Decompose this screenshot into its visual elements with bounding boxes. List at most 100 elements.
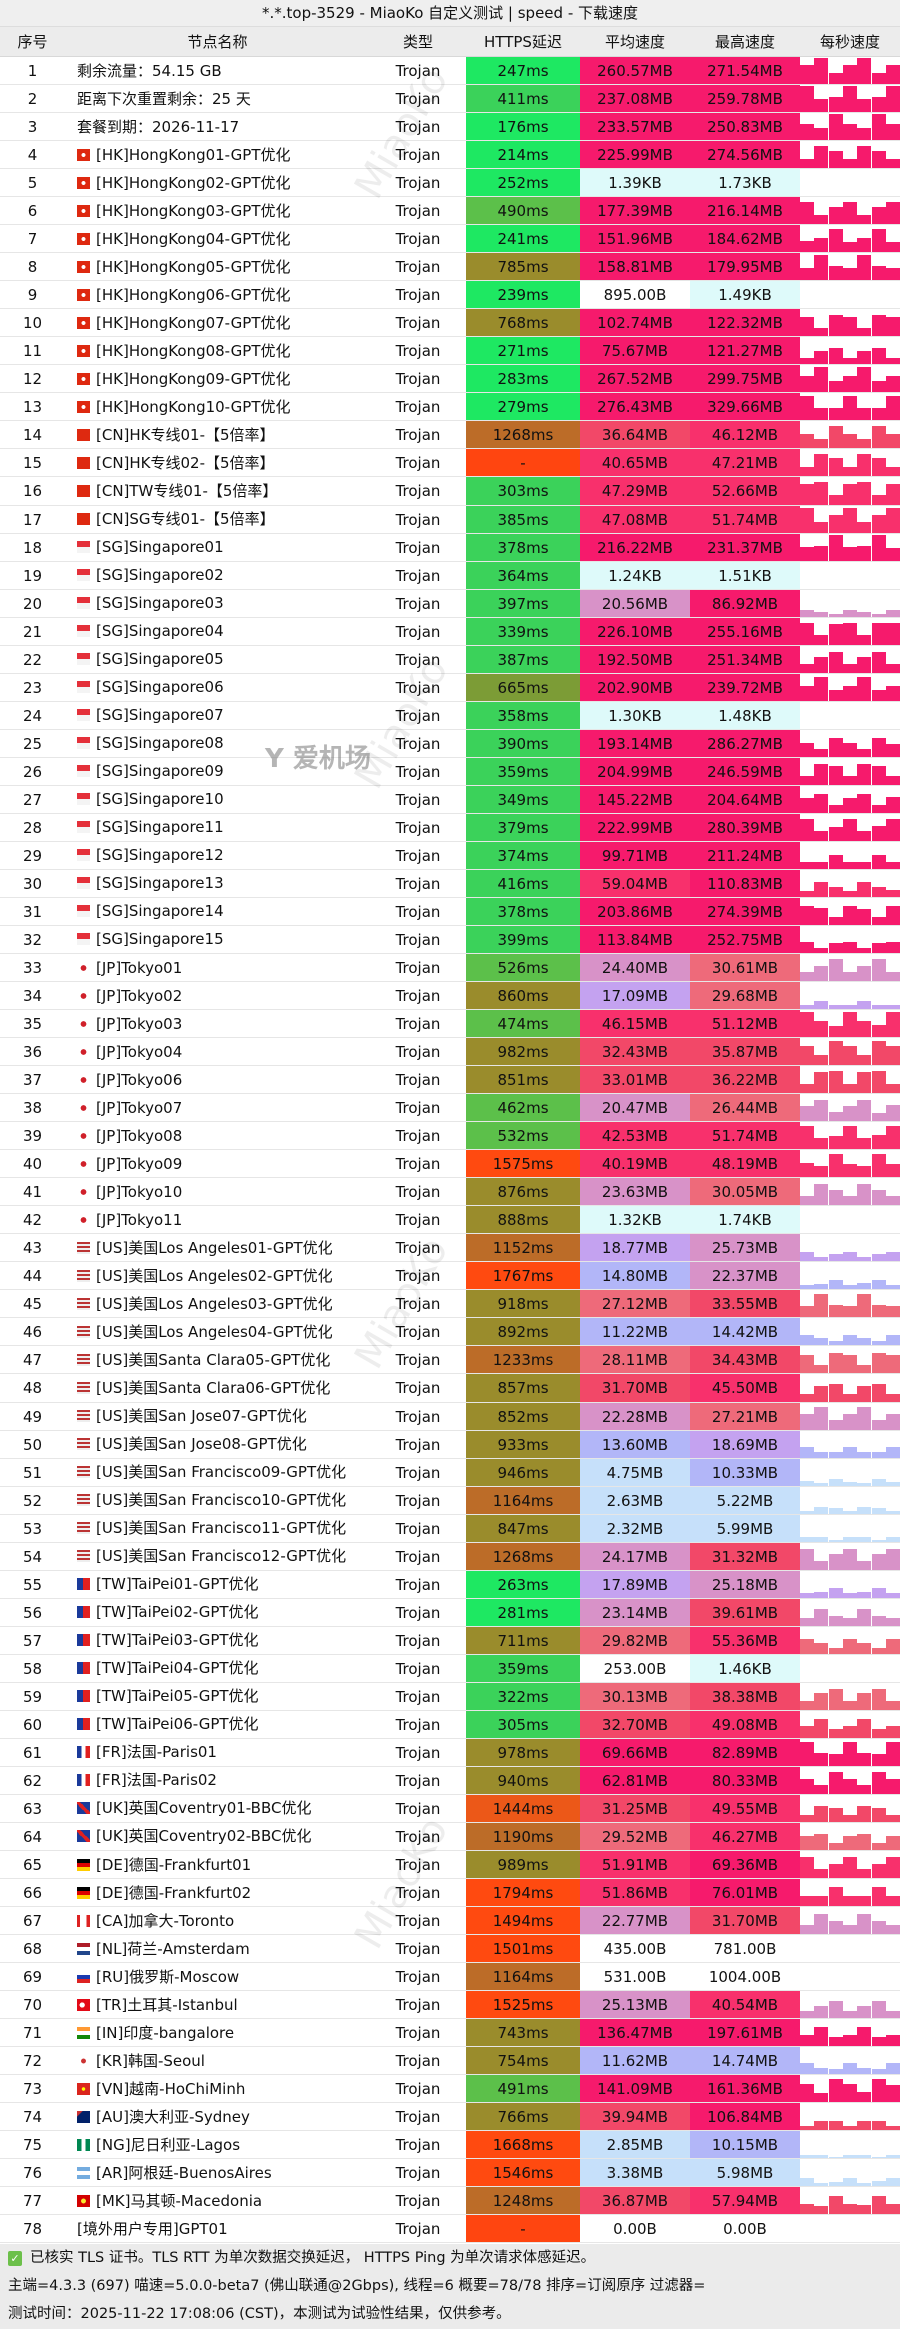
table-row[interactable]: 68 [NL]荷兰-Amsterdam Trojan 1501ms 435.00…	[0, 1935, 900, 1964]
table-row[interactable]: 19 [SG]Singapore02 Trojan 364ms 1.24KB 1…	[0, 561, 900, 590]
table-row[interactable]: 15 [CN]HK专线02-【5倍率】 Trojan - 40.65MB 47.…	[0, 449, 900, 478]
table-row[interactable]: 37 [JP]Tokyo06 Trojan 851ms 33.01MB 36.2…	[0, 1066, 900, 1095]
table-row[interactable]: 8 [HK]HongKong05-GPT优化 Trojan 785ms 158.…	[0, 253, 900, 282]
table-row[interactable]: 50 [US]美国San Jose08-GPT优化 Trojan 933ms 1…	[0, 1430, 900, 1459]
column-header-type[interactable]: 类型	[402, 33, 433, 51]
table-row[interactable]: 41 [JP]Tokyo10 Trojan 876ms 23.63MB 30.0…	[0, 1178, 900, 1207]
table-row[interactable]: 57 [TW]TaiPei03-GPT优化 Trojan 711ms 29.82…	[0, 1626, 900, 1655]
sparkline-bar	[828, 228, 843, 253]
table-row[interactable]: 65 [DE]德国-Frankfurt01 Trojan 989ms 51.91…	[0, 1851, 900, 1880]
table-row[interactable]: 75 [NG]尼日利亚-Lagos Trojan 1668ms 2.85MB 1…	[0, 2131, 900, 2160]
table-row[interactable]: 21 [SG]Singapore04 Trojan 339ms 226.10MB…	[0, 617, 900, 646]
table-row[interactable]: 10 [HK]HongKong07-GPT优化 Trojan 768ms 102…	[0, 309, 900, 338]
table-row[interactable]: 73 [VN]越南-HoChiMinh Trojan 491ms 141.09M…	[0, 2075, 900, 2104]
table-row[interactable]: 72 [KR]韩国-Seoul Trojan 754ms 11.62MB 14.…	[0, 2047, 900, 2076]
table-row[interactable]: 60 [TW]TaiPei06-GPT优化 Trojan 305ms 32.70…	[0, 1710, 900, 1739]
table-row[interactable]: 44 [US]美国Los Angeles02-GPT优化 Trojan 1767…	[0, 1262, 900, 1291]
table-row[interactable]: 47 [US]美国Santa Clara05-GPT优化 Trojan 1233…	[0, 1346, 900, 1375]
table-row[interactable]: 28 [SG]Singapore11 Trojan 379ms 222.99MB…	[0, 813, 900, 842]
table-row[interactable]: 76 [AR]阿根廷-BuenosAires Trojan 1546ms 3.3…	[0, 2159, 900, 2188]
node-name-cell: [CN]SG专线01-【5倍率】	[65, 506, 370, 533]
table-row[interactable]: 67 [CA]加拿大-Toronto Trojan 1494ms 22.77MB…	[0, 1907, 900, 1936]
table-row[interactable]: 56 [TW]TaiPei02-GPT优化 Trojan 281ms 23.14…	[0, 1598, 900, 1627]
table-row[interactable]: 64 [UK]英国Coventry02-BBC优化 Trojan 1190ms …	[0, 1822, 900, 1851]
table-row[interactable]: 14 [CN]HK专线01-【5倍率】 Trojan 1268ms 36.64M…	[0, 421, 900, 450]
table-row[interactable]: 46 [US]美国Los Angeles04-GPT优化 Trojan 892m…	[0, 1318, 900, 1347]
table-row[interactable]: 77 [MK]马其顿-Macedonia Trojan 1248ms 36.87…	[0, 2187, 900, 2216]
table-row[interactable]: 74 [AU]澳大利亚-Sydney Trojan 766ms 39.94MB …	[0, 2103, 900, 2132]
table-row[interactable]: 69 [RU]俄罗斯-Moscow Trojan 1164ms 531.00B …	[0, 1963, 900, 1992]
table-row[interactable]: 17 [CN]SG专线01-【5倍率】 Trojan 385ms 47.08MB…	[0, 505, 900, 534]
node-name: [VN]越南-HoChiMinh	[96, 2079, 246, 2098]
table-row[interactable]: 62 [FR]法国-Paris02 Trojan 940ms 62.81MB 8…	[0, 1766, 900, 1795]
table-row[interactable]: 39 [JP]Tokyo08 Trojan 532ms 42.53MB 51.7…	[0, 1122, 900, 1151]
sparkline-bar	[857, 255, 872, 281]
table-row[interactable]: 24 [SG]Singapore07 Trojan 358ms 1.30KB 1…	[0, 701, 900, 730]
table-row[interactable]: 52 [US]美国San Francisco10-GPT优化 Trojan 11…	[0, 1486, 900, 1515]
flag-uk-icon	[77, 1830, 90, 1843]
table-row[interactable]: 3 套餐到期：2026-11-17 Trojan 176ms 233.57MB …	[0, 113, 900, 142]
table-row[interactable]: 63 [UK]英国Coventry01-BBC优化 Trojan 1444ms …	[0, 1794, 900, 1823]
table-row[interactable]: 29 [SG]Singapore12 Trojan 374ms 99.71MB …	[0, 841, 900, 870]
table-row[interactable]: 70 [TR]土耳其-Istanbul Trojan 1525ms 25.13M…	[0, 1991, 900, 2020]
table-row[interactable]: 33 [JP]Tokyo01 Trojan 526ms 24.40MB 30.6…	[0, 954, 900, 983]
table-row[interactable]: 43 [US]美国Los Angeles01-GPT优化 Trojan 1152…	[0, 1234, 900, 1263]
table-row[interactable]: 18 [SG]Singapore01 Trojan 378ms 216.22MB…	[0, 533, 900, 562]
table-row[interactable]: 36 [JP]Tokyo04 Trojan 982ms 32.43MB 35.8…	[0, 1038, 900, 1067]
table-row[interactable]: 78 [境外用户专用]GPT01 Trojan - 0.00B 0.00B	[0, 2215, 900, 2244]
node-type: Trojan	[395, 846, 441, 865]
sparkline-bar	[857, 749, 872, 757]
column-header-index[interactable]: 序号	[17, 33, 48, 51]
sparkline-bar	[828, 207, 843, 225]
table-row[interactable]: 20 [SG]Singapore03 Trojan 397ms 20.56MB …	[0, 589, 900, 618]
table-row[interactable]: 58 [TW]TaiPei04-GPT优化 Trojan 359ms 253.0…	[0, 1654, 900, 1683]
sparkline-bar	[885, 547, 900, 561]
table-row[interactable]: 31 [SG]Singapore14 Trojan 378ms 203.86MB…	[0, 897, 900, 926]
table-row[interactable]: 66 [DE]德国-Frankfurt02 Trojan 1794ms 51.8…	[0, 1879, 900, 1908]
table-row[interactable]: 32 [SG]Singapore15 Trojan 399ms 113.84MB…	[0, 925, 900, 954]
table-row[interactable]: 54 [US]美国San Francisco12-GPT优化 Trojan 12…	[0, 1542, 900, 1571]
table-row[interactable]: 35 [JP]Tokyo03 Trojan 474ms 46.15MB 51.1…	[0, 1010, 900, 1039]
table-row[interactable]: 13 [HK]HongKong10-GPT优化 Trojan 279ms 276…	[0, 393, 900, 422]
table-row[interactable]: 12 [HK]HongKong09-GPT优化 Trojan 283ms 267…	[0, 365, 900, 394]
table-row[interactable]: 6 [HK]HongKong03-GPT优化 Trojan 490ms 177.…	[0, 197, 900, 226]
column-header-max-speed[interactable]: 最高速度	[714, 33, 775, 51]
table-row[interactable]: 53 [US]美国San Francisco11-GPT优化 Trojan 84…	[0, 1514, 900, 1543]
table-row[interactable]: 5 [HK]HongKong02-GPT优化 Trojan 252ms 1.39…	[0, 169, 900, 198]
row-index: 71	[22, 2024, 43, 2043]
table-row[interactable]: 23 [SG]Singapore06 Trojan 665ms 202.90MB…	[0, 673, 900, 702]
column-header-per-second-speed[interactable]: 每秒速度	[819, 33, 880, 51]
column-header-avg-speed[interactable]: 平均速度	[604, 33, 665, 51]
table-row[interactable]: 55 [TW]TaiPei01-GPT优化 Trojan 263ms 17.89…	[0, 1570, 900, 1599]
sparkline-bar	[842, 861, 857, 869]
column-header-name[interactable]: 节点名称	[187, 32, 248, 51]
table-row[interactable]: 4 [HK]HongKong01-GPT优化 Trojan 214ms 225.…	[0, 141, 900, 170]
table-row[interactable]: 38 [JP]Tokyo07 Trojan 462ms 20.47MB 26.4…	[0, 1094, 900, 1123]
table-row[interactable]: 2 距离下次重置剩余：25 天 Trojan 411ms 237.08MB 25…	[0, 85, 900, 114]
table-row[interactable]: 26 [SG]Singapore09 Trojan 359ms 204.99MB…	[0, 757, 900, 786]
column-header-https-latency[interactable]: HTTPS延迟	[484, 33, 562, 51]
table-row[interactable]: 45 [US]美国Los Angeles03-GPT优化 Trojan 918m…	[0, 1290, 900, 1319]
table-row[interactable]: 42 [JP]Tokyo11 Trojan 888ms 1.32KB 1.74K…	[0, 1206, 900, 1235]
table-row[interactable]: 30 [SG]Singapore13 Trojan 416ms 59.04MB …	[0, 869, 900, 898]
table-row[interactable]: 25 [SG]Singapore08 Trojan 390ms 193.14MB…	[0, 729, 900, 758]
table-row[interactable]: 49 [US]美国San Jose07-GPT优化 Trojan 852ms 2…	[0, 1402, 900, 1431]
table-row[interactable]: 27 [SG]Singapore10 Trojan 349ms 145.22MB…	[0, 785, 900, 814]
table-row[interactable]: 51 [US]美国San Francisco09-GPT优化 Trojan 94…	[0, 1458, 900, 1487]
table-row[interactable]: 11 [HK]HongKong08-GPT优化 Trojan 271ms 75.…	[0, 337, 900, 366]
https-latency: 1767ms	[466, 1262, 580, 1290]
https-latency: 1668ms	[466, 2131, 580, 2159]
table-row[interactable]: 7 [HK]HongKong04-GPT优化 Trojan 241ms 151.…	[0, 225, 900, 254]
avg-speed: 29.52MB	[580, 1822, 690, 1850]
table-row[interactable]: 40 [JP]Tokyo09 Trojan 1575ms 40.19MB 48.…	[0, 1150, 900, 1179]
table-row[interactable]: 71 [IN]印度-bangalore Trojan 743ms 136.47M…	[0, 2019, 900, 2048]
table-row[interactable]: 61 [FR]法国-Paris01 Trojan 978ms 69.66MB 8…	[0, 1738, 900, 1767]
table-row[interactable]: 59 [TW]TaiPei05-GPT优化 Trojan 322ms 30.13…	[0, 1682, 900, 1711]
table-row[interactable]: 34 [JP]Tokyo02 Trojan 860ms 17.09MB 29.6…	[0, 982, 900, 1011]
sparkline-bar	[871, 266, 886, 281]
table-row[interactable]: 48 [US]美国Santa Clara06-GPT优化 Trojan 857m…	[0, 1374, 900, 1403]
table-row[interactable]: 22 [SG]Singapore05 Trojan 387ms 192.50MB…	[0, 645, 900, 674]
table-row[interactable]: 9 [HK]HongKong06-GPT优化 Trojan 239ms 895.…	[0, 281, 900, 310]
table-row[interactable]: 16 [CN]TW专线01-【5倍率】 Trojan 303ms 47.29MB…	[0, 477, 900, 506]
table-row[interactable]: 1 剩余流量：54.15 GB Trojan 247ms 260.57MB 27…	[0, 57, 900, 86]
